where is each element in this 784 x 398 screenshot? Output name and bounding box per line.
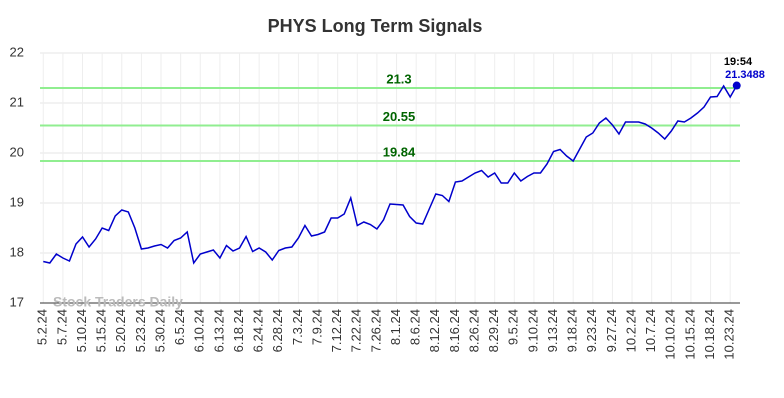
- x-tick-label: 7.26.24: [368, 309, 383, 352]
- x-tick-label: 7.22.24: [349, 309, 364, 352]
- x-tick-label: 9.27.24: [604, 309, 619, 352]
- time-label: 19:54: [724, 56, 753, 68]
- x-tick-label: 5.20.24: [113, 309, 128, 352]
- y-tick-label: 17: [10, 294, 24, 309]
- x-tick-label: 6.10.24: [192, 309, 207, 352]
- x-tick-label: 9.10.24: [525, 309, 540, 352]
- x-tick-label: 8.12.24: [427, 309, 442, 352]
- x-tick-label: 8.1.24: [388, 309, 403, 345]
- y-tick-label: 18: [10, 244, 24, 259]
- x-tick-label: 8.29.24: [486, 309, 501, 352]
- x-tick-label: 9.18.24: [565, 309, 580, 352]
- y-tick-label: 21: [10, 94, 24, 109]
- x-tick-label: 5.10.24: [74, 309, 89, 352]
- x-tick-label: 8.6.24: [408, 309, 423, 345]
- x-tick-label: 10.15.24: [682, 309, 697, 360]
- x-tick-label: 6.28.24: [270, 309, 285, 352]
- y-tick-label: 19: [10, 194, 24, 209]
- x-tick-label: 9.13.24: [545, 309, 560, 352]
- signal-label: 20.55: [383, 109, 416, 124]
- x-tick-label: 10.7.24: [643, 309, 658, 352]
- x-tick-label: 6.18.24: [231, 309, 246, 352]
- x-tick-label: 10.2.24: [623, 309, 638, 352]
- x-tick-label: 5.23.24: [133, 309, 148, 352]
- x-tick-label: 5.15.24: [94, 309, 109, 352]
- x-tick-label: 10.10.24: [663, 309, 678, 360]
- x-tick-label: 5.7.24: [54, 309, 69, 345]
- x-tick-label: 6.13.24: [211, 309, 226, 352]
- x-tick-label: 7.3.24: [290, 309, 305, 345]
- y-tick-label: 20: [10, 144, 24, 159]
- x-tick-label: 10.18.24: [702, 309, 717, 360]
- x-tick-label: 9.5.24: [506, 309, 521, 345]
- x-tick-label: 8.26.24: [466, 309, 481, 352]
- price-line: [43, 84, 738, 265]
- x-tick-label: 8.16.24: [447, 309, 462, 352]
- last-point: [732, 81, 741, 90]
- x-tick-label: 7.9.24: [309, 309, 324, 345]
- watermark: Stock Traders Daily: [53, 294, 183, 310]
- x-tick-label: 5.2.24: [35, 309, 50, 345]
- y-tick-label: 22: [10, 44, 24, 59]
- chart-title: PHYS Long Term Signals: [268, 16, 483, 36]
- x-tick-label: 6.5.24: [172, 309, 187, 345]
- signal-label: 19.84: [383, 144, 416, 159]
- x-tick-label: 7.12.24: [329, 309, 344, 352]
- last-value-label: 21.3488: [725, 69, 765, 81]
- x-tick-label: 10.23.24: [722, 309, 737, 360]
- x-tick-label: 5.30.24: [152, 309, 167, 352]
- x-tick-label: 9.23.24: [584, 309, 599, 352]
- signal-label: 21.3: [386, 71, 411, 86]
- x-tick-label: 6.24.24: [251, 309, 266, 352]
